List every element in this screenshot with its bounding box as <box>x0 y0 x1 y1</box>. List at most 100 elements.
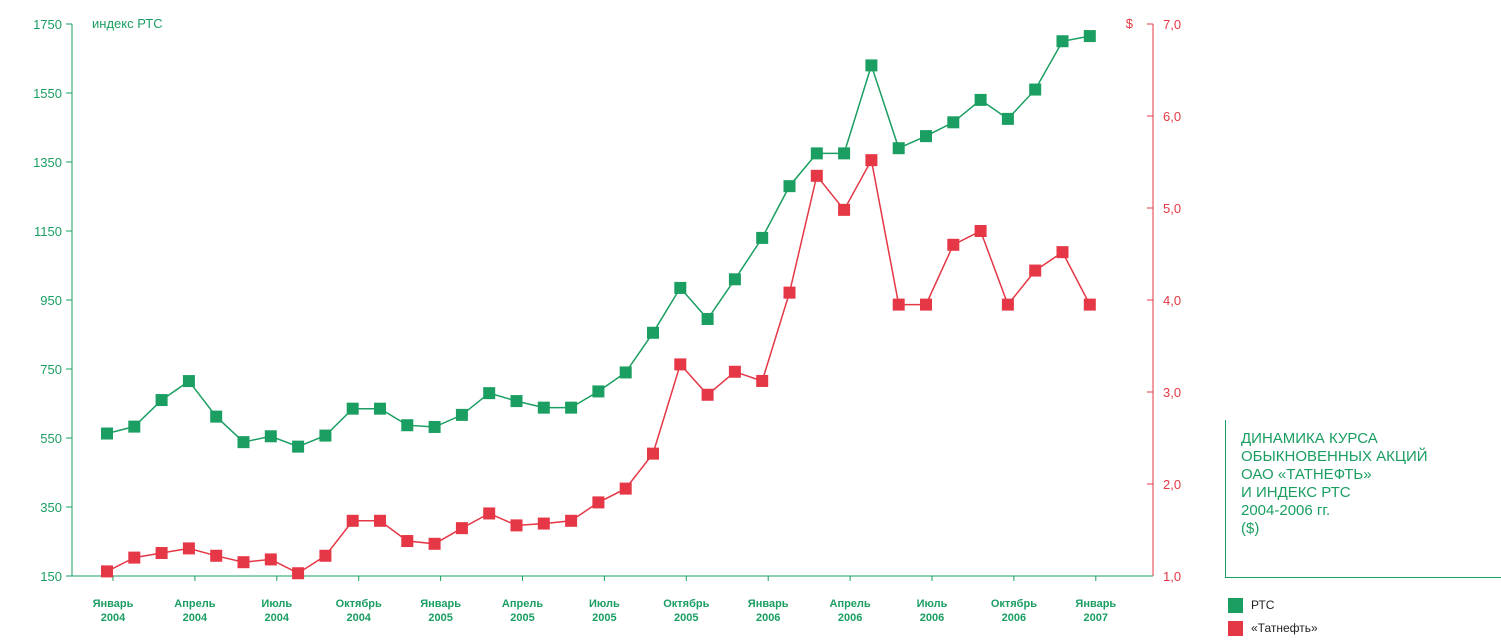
x-axis-tick-label-year: 2005 <box>428 612 452 624</box>
data-point-rts <box>974 93 987 106</box>
data-point-tatneft <box>701 388 714 401</box>
data-point-rts <box>701 312 714 325</box>
data-point-tatneft <box>510 519 523 532</box>
left-axis-tick-label: 150 <box>40 569 62 584</box>
x-axis-tick-label-year: 2004 <box>346 612 371 624</box>
data-point-tatneft <box>374 514 386 527</box>
right-axis-tick-label: 1,0 <box>1163 569 1181 584</box>
x-axis-tick-label-month: Октябрь <box>991 598 1037 610</box>
x-axis-tick-label-year: 2005 <box>592 612 616 624</box>
data-point-tatneft <box>728 365 741 378</box>
x-axis-tick-label-year: 2004 <box>265 612 290 624</box>
data-point-rts <box>920 130 932 143</box>
left-axis-tick-label: 950 <box>40 293 62 308</box>
data-point-tatneft <box>674 358 687 371</box>
data-point-tatneft <box>920 298 932 311</box>
data-point-tatneft <box>428 537 441 550</box>
data-point-tatneft <box>346 514 359 527</box>
data-point-rts <box>292 440 305 453</box>
data-point-rts <box>455 408 468 421</box>
data-point-rts <box>619 366 632 379</box>
data-point-rts <box>1001 112 1014 125</box>
x-axis-tick-label-year: 2006 <box>1002 612 1026 624</box>
legend-item-tatneft: «Татнефть» <box>1228 618 1318 638</box>
right-axis-title: $ <box>1126 16 1134 31</box>
series-markers <box>101 30 1096 580</box>
data-point-tatneft <box>647 447 659 460</box>
data-point-rts <box>865 59 878 72</box>
data-point-tatneft <box>1056 246 1069 259</box>
right-axis-tick-label: 4,0 <box>1163 293 1181 308</box>
x-axis-tick-label-month: Октябрь <box>336 598 382 610</box>
data-point-rts <box>237 436 250 449</box>
data-point-rts <box>182 375 195 388</box>
x-axis-tick-label-month: Апрель <box>502 598 543 610</box>
legend: РТС «Татнефть» <box>1228 595 1318 641</box>
data-point-tatneft <box>182 542 195 555</box>
data-point-rts <box>565 401 578 414</box>
title-divider <box>1225 420 1226 578</box>
data-point-tatneft <box>101 565 113 578</box>
series-line-tatneft <box>106 158 1091 575</box>
data-point-rts <box>674 281 687 294</box>
data-point-tatneft <box>210 549 223 562</box>
data-point-rts <box>319 429 332 442</box>
data-point-rts <box>428 420 441 433</box>
data-point-rts <box>1029 83 1042 96</box>
left-axis-tick-label: 1350 <box>33 155 62 170</box>
data-point-rts <box>401 419 414 432</box>
data-point-rts <box>647 326 659 339</box>
bottom-divider <box>1225 577 1501 578</box>
left-axis-title: индекс РТС <box>92 16 163 31</box>
left-axis-tick-label: 1550 <box>33 86 62 101</box>
x-axis-tick-label-month: Июль <box>261 598 292 610</box>
data-point-rts <box>510 395 523 408</box>
data-point-rts <box>947 116 960 129</box>
x-axis-tick-label-month: Январь <box>420 598 461 610</box>
right-axis-tick-label: 7,0 <box>1163 17 1181 32</box>
data-point-rts <box>374 402 386 415</box>
data-point-tatneft <box>974 225 987 237</box>
data-point-tatneft <box>292 567 305 580</box>
data-point-tatneft <box>455 522 468 535</box>
legend-label-rts: РТС <box>1251 598 1275 612</box>
x-axis-tick-label-year: 2006 <box>838 612 862 624</box>
data-point-rts <box>1056 35 1069 48</box>
x-axis-tick-label-year: 2004 <box>183 612 208 624</box>
legend-label-tatneft: «Татнефть» <box>1251 621 1318 635</box>
series-lines <box>106 35 1091 575</box>
left-axis-tick-label: 750 <box>40 362 62 377</box>
data-point-rts <box>783 180 796 193</box>
data-point-tatneft <box>810 169 823 182</box>
data-point-tatneft <box>865 154 878 167</box>
x-axis-tick-label-year: 2005 <box>674 612 698 624</box>
data-point-tatneft <box>537 517 550 530</box>
right-axis-tick-label: 6,0 <box>1163 109 1181 124</box>
data-point-rts <box>128 420 141 433</box>
series-line-rts <box>106 35 1090 448</box>
x-axis-tick-label-year: 2006 <box>756 612 780 624</box>
x-axis-tick-label-month: Апрель <box>174 598 215 610</box>
x-axis-tick-label-month: Апрель <box>830 598 871 610</box>
data-point-rts <box>592 385 605 398</box>
legend-swatch-tatneft <box>1228 620 1243 636</box>
left-axis-tick-label: 1150 <box>34 224 62 239</box>
data-point-rts <box>101 427 113 440</box>
chart-title: ДИНАМИКА КУРСА ОБЫКНОВЕННЫХ АКЦИЙ ОАО «Т… <box>1241 430 1428 537</box>
data-point-rts <box>483 387 496 400</box>
data-point-tatneft <box>155 547 168 559</box>
data-point-rts <box>264 430 277 443</box>
x-axis-tick-label-year: 2007 <box>1084 612 1108 624</box>
data-point-tatneft <box>838 203 851 216</box>
data-point-tatneft <box>947 238 960 251</box>
x-axis-tick-label-month: Январь <box>93 598 134 610</box>
legend-item-rts: РТС <box>1228 595 1318 615</box>
right-axis-tick-label: 2,0 <box>1163 477 1181 492</box>
data-point-tatneft <box>1029 264 1042 277</box>
x-axis-tick-label-year: 2005 <box>510 612 534 624</box>
data-point-rts <box>155 394 168 407</box>
data-point-tatneft <box>401 535 414 548</box>
x-axis-tick-label-month: Январь <box>1075 598 1116 610</box>
x-axis-tick-label-month: Июль <box>589 598 620 610</box>
